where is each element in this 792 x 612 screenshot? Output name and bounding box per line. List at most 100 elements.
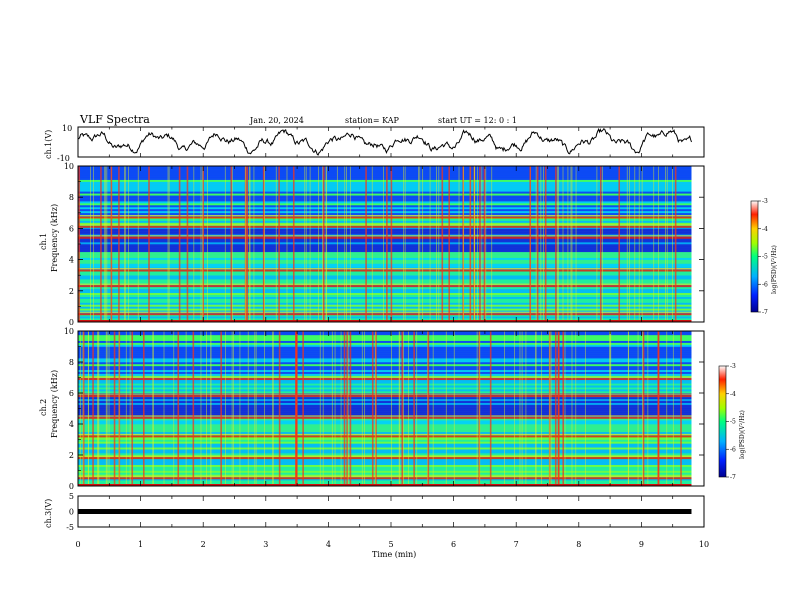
ch1-spec-band	[78, 253, 692, 256]
ch2-spec-sferic	[125, 331, 127, 486]
ch2-colorbar-tick-label: -3	[730, 363, 736, 370]
ch2-spec-band	[78, 367, 692, 371]
ch2-spec-sferic	[177, 331, 180, 486]
ch1-spec-sferic	[193, 166, 195, 322]
ch2-spec-emission-line	[78, 435, 692, 438]
ch2-spec-sferic	[416, 331, 418, 486]
ch2-spec-band	[78, 429, 692, 433]
ch1-spec-emission-line	[78, 313, 692, 316]
ch2-spec-band	[78, 381, 692, 384]
ch2-spec-band	[78, 338, 692, 341]
ch2-spec-band	[78, 474, 692, 477]
ch1-spec-sferic	[448, 166, 450, 322]
ch1-spec-sferic	[105, 166, 107, 322]
ch1-spec-band	[78, 257, 692, 260]
ch2-colorbar-tick-label: -4	[730, 391, 736, 398]
ch1-spec-sferic	[535, 166, 537, 322]
ch2-spec-band	[78, 334, 692, 338]
ch2-spec-sferic	[233, 331, 234, 486]
ch1-spec-band	[78, 265, 692, 268]
station-label: station= KAP	[345, 116, 400, 125]
ch1-spec-band	[78, 177, 692, 180]
ch3-ytick-label: 0	[69, 508, 74, 517]
ch1-spec-emission-line	[78, 285, 692, 288]
ch2-spec-band	[78, 400, 692, 403]
ch2-spec-sferic	[399, 331, 401, 486]
ch2-spec-sferic	[272, 331, 274, 486]
ch1-spec-sferic	[390, 166, 393, 322]
ch1-spec-band	[78, 292, 692, 295]
ch1-spec-band	[78, 304, 692, 307]
ch1-spec-sferic	[626, 166, 628, 322]
ch1-spec-band	[78, 171, 692, 175]
ch2-spec-band	[78, 462, 692, 465]
ch2-spec-emission-halo	[78, 415, 692, 417]
ch1-spec-sferic	[481, 166, 483, 322]
ch1-spec-band	[78, 245, 692, 249]
ch1-spec-emission-line	[78, 269, 692, 272]
ch1-spec-sferic	[529, 166, 532, 322]
ch1-spec-sferic	[628, 166, 630, 322]
ch2-spec-band	[78, 447, 692, 450]
ch2-spec-dc-line	[78, 484, 692, 486]
ch2-spec-band	[78, 371, 692, 374]
ch1-spec-band	[78, 179, 692, 182]
ch2-spec-sferic	[152, 331, 154, 486]
ch1-spec-band	[78, 206, 692, 210]
ch2-spec-band	[78, 332, 692, 336]
ch2-spec-sferic	[403, 331, 404, 486]
ch1-spec-band	[78, 175, 692, 178]
ch1-spec-sferic	[386, 166, 388, 322]
ch2-spec-sferic	[231, 331, 233, 486]
ch1-spec-band	[78, 247, 692, 251]
ch2-spec-sferic	[220, 331, 222, 486]
ch1-spec-emission-halo	[78, 311, 692, 313]
ch2-spec-sferic	[98, 331, 100, 486]
x-tick-label: 5	[388, 540, 393, 549]
ch1-spec-band	[78, 210, 692, 214]
ch1-spec-sferic	[419, 166, 421, 322]
ch2-spec-emission-halo	[78, 393, 692, 395]
ch1-spec-band	[78, 251, 692, 255]
ch2-spec-band	[78, 427, 692, 431]
ch2-spec-sferic	[609, 331, 610, 486]
ch2-spec-sferic	[535, 331, 537, 486]
ch1-spec-ytick-label: 6	[69, 224, 74, 233]
ch1-colorbar-tick-label: -3	[762, 198, 768, 205]
ch2-spec-band	[78, 398, 692, 402]
ch2-spec-band	[78, 449, 692, 452]
ch1-spec-sferic	[672, 166, 673, 322]
ch2-spec-sferic	[609, 331, 611, 486]
ch2-spec-emission-halo	[78, 376, 692, 378]
ch2-spec-sferic	[254, 331, 256, 486]
ch1-spec-sferic	[186, 166, 189, 322]
ch2-spec-band	[78, 344, 692, 347]
ch1-spec-band	[78, 294, 692, 297]
ch1-spec-band	[78, 187, 692, 190]
ch2-spec-emission-halo	[78, 475, 692, 477]
ch2-spec-band	[78, 445, 692, 448]
x-tick-label: 8	[576, 540, 581, 549]
ch1-spec-ytick-label: 0	[69, 318, 74, 327]
ch1-spec-band	[78, 273, 692, 276]
ch1-spec-band	[78, 166, 692, 169]
ch2-spec-band	[78, 412, 692, 415]
ch2-spec-band	[78, 431, 692, 434]
ch1-spec-sferic	[641, 166, 643, 322]
ch2-spec-band	[78, 424, 692, 427]
ch2-spec-sferic	[224, 331, 226, 486]
ch1-spec-ytick-label: 2	[69, 287, 74, 296]
ch2-spec-sferic	[113, 331, 116, 486]
ch1-spec-emission-line	[78, 216, 692, 219]
ch1-spectrogram-ylabel-freq: Frequency (kHz)	[50, 204, 59, 272]
ch1-spec-sferic	[544, 166, 547, 322]
ch1-spec-emission-halo	[78, 283, 692, 285]
ch1-spec-band	[78, 263, 692, 266]
ch2-spec-band	[78, 441, 692, 444]
ch2-spec-band	[78, 369, 692, 372]
x-axis-label: Time (min)	[372, 550, 416, 559]
ch1-spec-band	[78, 189, 692, 192]
ch2-spec-band	[78, 439, 692, 442]
ch2-spec-ytick-label: 2	[69, 451, 74, 460]
